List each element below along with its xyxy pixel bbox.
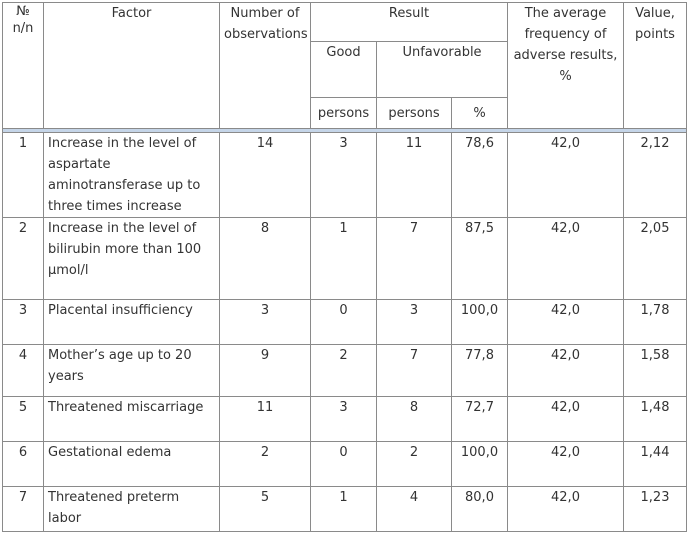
- cell-value: 1,23: [623, 486, 687, 532]
- header-result: Result: [310, 2, 508, 42]
- cell-good: 1: [310, 486, 377, 532]
- cell-percent: 100,0: [451, 299, 508, 345]
- header-percent-label: %: [473, 105, 486, 121]
- header-good: Good: [310, 41, 377, 98]
- cell-average-frequency: 42,0: [507, 441, 624, 487]
- header-average-frequency-label: The average frequency of adverse results…: [513, 6, 618, 84]
- cell-unfavorable: 11: [376, 132, 452, 218]
- cell-good: 1: [310, 217, 377, 300]
- cell-number: 3: [2, 299, 44, 345]
- table-row: 7 Threatened preterm labor 5 1 4 80,0 42…: [2, 486, 687, 532]
- cell-percent: 87,5: [451, 217, 508, 300]
- cell-average-frequency: 42,0: [507, 344, 624, 397]
- header-persons-good-label: persons: [317, 105, 370, 121]
- cell-factor: Increase in the level of aspartate amino…: [43, 132, 220, 218]
- cell-unfavorable: 7: [376, 217, 452, 300]
- cell-value: 2,05: [623, 217, 687, 300]
- cell-observations: 2: [219, 441, 311, 487]
- cell-unfavorable: 2: [376, 441, 452, 487]
- header-unfavorable: Unfavorable: [376, 41, 508, 98]
- cell-percent: 78,6: [451, 132, 508, 218]
- cell-observations: 3: [219, 299, 311, 345]
- cell-factor: Threatened miscarriage: [43, 396, 220, 442]
- header-average-frequency: The average frequency of adverse results…: [507, 2, 624, 129]
- cell-percent: 72,7: [451, 396, 508, 442]
- header-percent: %: [451, 97, 508, 129]
- cell-number: 5: [2, 396, 44, 442]
- cell-factor: Threatened preterm labor: [43, 486, 220, 532]
- cell-percent: 77,8: [451, 344, 508, 397]
- header-persons-good: persons: [310, 97, 377, 129]
- header-factor: Factor: [43, 2, 220, 129]
- cell-unfavorable: 4: [376, 486, 452, 532]
- cell-factor: Gestational edema: [43, 441, 220, 487]
- header-number: № n/n: [2, 2, 44, 129]
- header-value-label: Value, points: [635, 6, 675, 42]
- cell-good: 3: [310, 132, 377, 218]
- cell-observations: 8: [219, 217, 311, 300]
- table-row: 3 Placental insufficiency 3 0 3 100,0 42…: [2, 299, 687, 345]
- cell-unfavorable: 8: [376, 396, 452, 442]
- cell-observations: 14: [219, 132, 311, 218]
- cell-average-frequency: 42,0: [507, 486, 624, 532]
- table-row: 4 Mother’s age up to 20 years 9 2 7 77,8…: [2, 344, 687, 397]
- cell-good: 2: [310, 344, 377, 397]
- cell-observations: 5: [219, 486, 311, 532]
- cell-good: 0: [310, 299, 377, 345]
- cell-observations: 11: [219, 396, 311, 442]
- cell-average-frequency: 42,0: [507, 132, 624, 218]
- cell-number: 4: [2, 344, 44, 397]
- table-row: 1 Increase in the level of aspartate ami…: [2, 132, 687, 218]
- header-value: Value, points: [623, 2, 687, 129]
- header-observations: Number of observations: [219, 2, 311, 129]
- cell-good: 3: [310, 396, 377, 442]
- cell-unfavorable: 3: [376, 299, 452, 345]
- header-number-label: № n/n: [12, 4, 34, 36]
- table-row: 2 Increase in the level of bilirubin mor…: [2, 217, 687, 300]
- table-row: 6 Gestational edema 2 0 2 100,0 42,0 1,4…: [2, 441, 687, 487]
- cell-value: 1,58: [623, 344, 687, 397]
- cell-percent: 80,0: [451, 486, 508, 532]
- cell-factor: Mother’s age up to 20 years: [43, 344, 220, 397]
- cell-factor: Placental insufficiency: [43, 299, 220, 345]
- cell-number: 2: [2, 217, 44, 300]
- cell-observations: 9: [219, 344, 311, 397]
- header-persons-unfavorable: persons: [376, 97, 452, 129]
- cell-factor: Increase in the level of bilirubin more …: [43, 217, 220, 300]
- cell-average-frequency: 42,0: [507, 396, 624, 442]
- cell-number: 6: [2, 441, 44, 487]
- header-good-label: Good: [326, 45, 361, 60]
- cell-average-frequency: 42,0: [507, 299, 624, 345]
- cell-average-frequency: 42,0: [507, 217, 624, 300]
- cell-value: 1,44: [623, 441, 687, 487]
- cell-good: 0: [310, 441, 377, 487]
- cell-value: 1,78: [623, 299, 687, 345]
- cell-number: 1: [2, 132, 44, 218]
- header-persons-unfavorable-label: persons: [388, 105, 440, 121]
- header-factor-label: Factor: [111, 6, 152, 21]
- header-unfavorable-label: Unfavorable: [402, 45, 482, 60]
- cell-unfavorable: 7: [376, 344, 452, 397]
- cell-number: 7: [2, 486, 44, 532]
- factors-table: № n/n Factor Number of observations Resu…: [2, 2, 687, 532]
- cell-value: 1,48: [623, 396, 687, 442]
- cell-value: 2,12: [623, 132, 687, 218]
- table-row: 5 Threatened miscarriage 11 3 8 72,7 42,…: [2, 396, 687, 442]
- cell-percent: 100,0: [451, 441, 508, 487]
- header-result-label: Result: [388, 6, 430, 21]
- header-observations-label: Number of observations: [224, 6, 308, 42]
